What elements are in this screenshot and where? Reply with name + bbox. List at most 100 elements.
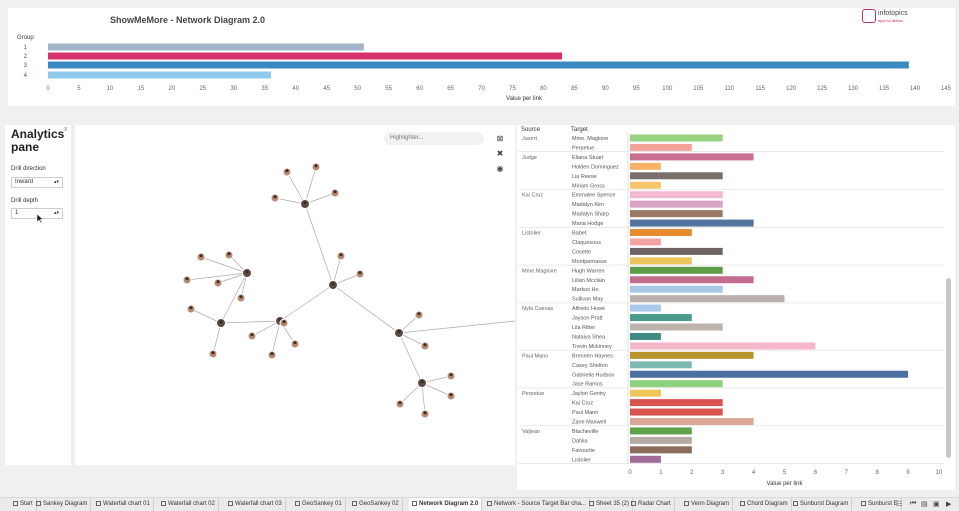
drill-direction-select[interactable]: Inward ▴▾ bbox=[11, 177, 63, 188]
network-node bbox=[395, 399, 405, 409]
drill-depth-value: 1 bbox=[15, 210, 19, 216]
network-link bbox=[421, 382, 452, 397]
network-diagram[interactable] bbox=[75, 125, 515, 465]
x-tick-label: 100 bbox=[662, 86, 673, 92]
x-tick-label: 30 bbox=[230, 86, 237, 92]
network-node bbox=[330, 188, 340, 198]
network-node bbox=[242, 268, 252, 278]
network-link bbox=[304, 166, 317, 205]
tab-waterfall-chart-01[interactable]: Waterfall chart 01 bbox=[93, 498, 154, 511]
x-tick-label: 135 bbox=[879, 86, 890, 92]
avatar-hair-icon bbox=[331, 282, 335, 286]
tab-label: Waterfall chart 02 bbox=[168, 501, 215, 507]
nav-first-icon[interactable]: ⏮ bbox=[910, 500, 917, 507]
tab-label: Network Diagram 2.0 bbox=[419, 501, 479, 507]
close-icon[interactable]: x bbox=[64, 126, 68, 133]
avatar-hair-icon bbox=[333, 190, 337, 194]
tab-venn-diagram[interactable]: Venn Diagram bbox=[681, 498, 734, 511]
network-node bbox=[247, 331, 257, 341]
grid-icon[interactable]: ☷ bbox=[896, 501, 903, 508]
nav-next-icon[interactable]: ▶ bbox=[946, 501, 952, 508]
x-tick-label: 85 bbox=[571, 86, 578, 92]
sheet-icon bbox=[412, 501, 417, 506]
sheet-icon bbox=[631, 501, 636, 506]
tab-label: Sunburst E bbox=[868, 501, 898, 507]
tab-waterfall-chart-02[interactable]: Waterfall chart 02 bbox=[158, 498, 219, 511]
highlighter-input[interactable]: Highlighter... bbox=[384, 132, 484, 145]
slides-icon[interactable]: ▣ bbox=[933, 501, 940, 508]
avatar-hair-icon bbox=[397, 330, 401, 334]
logo-mark-icon bbox=[862, 9, 876, 23]
tab-label: Sankey Diagram bbox=[43, 501, 88, 507]
tab-sheet-35-2[interactable]: Sheet 35 (2) bbox=[586, 498, 634, 511]
x-tick-label: 45 bbox=[323, 86, 330, 92]
x-tick-label: 15 bbox=[138, 86, 145, 92]
x-tick-label: 5 bbox=[77, 86, 81, 92]
x-tick-label: 95 bbox=[633, 86, 640, 92]
tab-network-source-target-bar-cha[interactable]: Network - Source Target Bar cha... bbox=[484, 498, 590, 511]
sheet-icon bbox=[36, 501, 41, 506]
table-scrollbar[interactable] bbox=[946, 278, 951, 458]
avatar-hair-icon bbox=[199, 254, 203, 258]
network-node bbox=[446, 391, 456, 401]
sheet-icon bbox=[793, 501, 798, 506]
sheet-icon bbox=[161, 501, 166, 506]
network-node bbox=[213, 278, 223, 288]
tab-sunburst-diagram[interactable]: Sunburst Diagram bbox=[790, 498, 853, 511]
network-link bbox=[421, 382, 426, 415]
tab-label: Sunburst Diagram bbox=[800, 501, 849, 507]
sheet-icon bbox=[13, 501, 18, 506]
group-axis-label: Group bbox=[17, 35, 34, 41]
x-tick-label: 130 bbox=[848, 86, 859, 92]
network-node bbox=[282, 167, 292, 177]
avatar-hair-icon bbox=[303, 201, 307, 205]
network-link bbox=[304, 192, 336, 205]
avatar-hair-icon bbox=[339, 253, 343, 257]
tab-chord-diagram[interactable]: Chord Diagram bbox=[737, 498, 792, 511]
network-node bbox=[420, 341, 430, 351]
x-axis-title: Value per link bbox=[506, 96, 543, 102]
network-node bbox=[446, 371, 456, 381]
tab-sunburst-e[interactable]: Sunburst E bbox=[858, 498, 902, 511]
tab-network-diagram-2-0[interactable]: Network Diagram 2.0 bbox=[409, 498, 483, 511]
sheet-icon bbox=[487, 501, 492, 506]
sheet-icon bbox=[96, 501, 101, 506]
avatar-hair-icon bbox=[314, 164, 318, 168]
group-bar bbox=[48, 52, 563, 60]
tab-label: Start bbox=[20, 501, 33, 507]
avatar-hair-icon bbox=[282, 320, 286, 324]
tab-geosankey-01[interactable]: GeoSankey 01 bbox=[292, 498, 346, 511]
group-tick-label: 4 bbox=[24, 73, 28, 79]
avatar-hair-icon bbox=[420, 380, 424, 384]
sheet-icon bbox=[228, 501, 233, 506]
tab-waterfall-chart-03[interactable]: Waterfall chart 03 bbox=[225, 498, 286, 511]
tab-sankey-diagram[interactable]: Sankey Diagram bbox=[33, 498, 92, 511]
network-node bbox=[311, 162, 321, 172]
fit-to-screen-icon[interactable]: ⊠ bbox=[496, 134, 504, 143]
unpin-icon[interactable]: ✖ bbox=[496, 149, 504, 158]
logo-name: infotopics bbox=[878, 10, 908, 17]
group-bar bbox=[48, 61, 909, 69]
x-tick-label: 60 bbox=[416, 86, 423, 92]
network-link bbox=[399, 382, 423, 405]
network-node bbox=[420, 409, 430, 419]
network-node bbox=[328, 280, 338, 290]
network-link bbox=[332, 255, 342, 286]
x-tick-label: 40 bbox=[292, 86, 299, 92]
list-icon[interactable]: ▤ bbox=[921, 501, 928, 508]
tab-geosankey-02[interactable]: GeoSankey 02 bbox=[349, 498, 403, 511]
tab-radar-chart[interactable]: Radar Chart bbox=[628, 498, 675, 511]
network-link bbox=[190, 308, 222, 324]
network-node bbox=[355, 269, 365, 279]
sheet-tab-bar: Start Sankey Diagram Waterfall chart 01 Wat… bbox=[0, 497, 959, 511]
avatar-hair-icon bbox=[211, 351, 215, 355]
group-tick-label: 1 bbox=[24, 45, 28, 51]
network-node bbox=[414, 310, 424, 320]
avatar-hair-icon bbox=[219, 320, 223, 324]
network-node bbox=[290, 339, 300, 349]
eye-icon[interactable]: ◉ bbox=[496, 164, 504, 173]
network-node bbox=[208, 349, 218, 359]
sheet-icon bbox=[352, 501, 357, 506]
logo-tagline: apps for tableau bbox=[878, 19, 904, 23]
